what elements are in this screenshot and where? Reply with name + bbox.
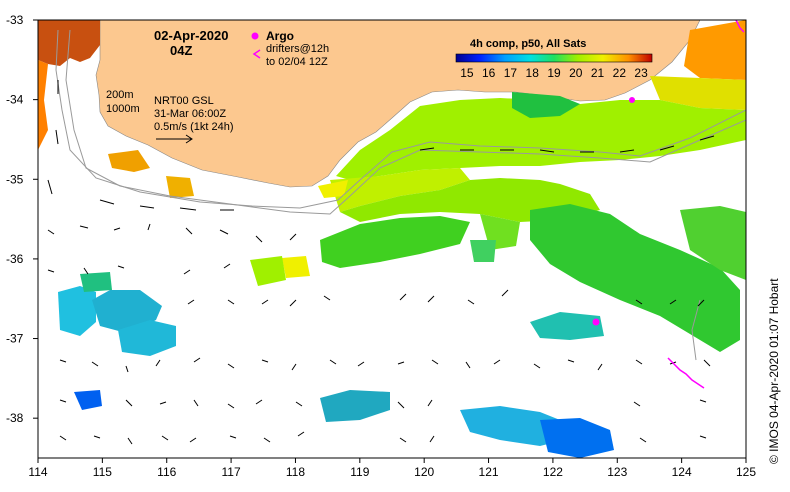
y-tick-label: -33 [6, 13, 24, 27]
colorbar-tick-label: 17 [504, 66, 518, 80]
colorbar [455, 53, 653, 63]
product-label: NRT00 GSL [154, 95, 214, 107]
depth-1000-label: 1000m [106, 103, 140, 115]
colorbar-tick-label: 22 [613, 66, 627, 80]
scale-label: 0.5m/s (1kt 24h) [154, 121, 233, 133]
x-tick-label: 118 [286, 465, 305, 479]
x-tick-label: 115 [93, 465, 112, 479]
argo-floats [592, 97, 635, 326]
y-tick-label: -38 [6, 411, 24, 425]
x-axis: 114 115 116 117 118 119 120 121 122 123 124 125 [28, 458, 756, 479]
colorbar-tick-label: 16 [482, 66, 496, 80]
y-tick-label: -35 [6, 172, 24, 186]
x-tick-label: 119 [350, 465, 369, 479]
y-tick-label: -37 [6, 332, 24, 346]
map-time: 04Z [170, 43, 192, 58]
colorbar-ticks: 15 16 17 18 19 20 21 22 23 [460, 66, 648, 80]
x-tick-label: 116 [157, 465, 176, 479]
x-tick-label: 123 [607, 465, 627, 479]
x-tick-label: 120 [414, 465, 434, 479]
x-tick-label: 117 [222, 465, 241, 479]
x-tick-label: 125 [736, 465, 756, 479]
x-tick-label: 122 [543, 465, 563, 479]
argo-label: Argo [266, 29, 294, 43]
sst-patches [38, 20, 746, 458]
product-date: 31-Mar 06:00Z [154, 108, 226, 120]
drifters-line-1: drifters@12h [266, 43, 329, 55]
colorbar-tick-label: 20 [569, 66, 583, 80]
drifters-line-2: to 02/04 12Z [266, 56, 328, 68]
argo-legend-icon [251, 32, 259, 40]
x-tick-label: 114 [28, 465, 47, 479]
y-tick-label: -36 [6, 252, 24, 266]
colorbar-tick-label: 21 [591, 66, 605, 80]
current-vectors [47, 80, 715, 445]
drifter-legend-icon [252, 49, 261, 59]
bathymetry-contours [55, 29, 746, 361]
credit-text: © IMOS 04-Apr-2020 01:07 Hobart [767, 278, 781, 464]
y-axis: -33 -34 -35 -36 -37 -38 [6, 13, 38, 425]
colorbar-tick-label: 19 [547, 66, 561, 80]
scale-arrow [156, 134, 193, 144]
x-tick-label: 124 [672, 465, 692, 479]
drifter-tracks [667, 20, 745, 389]
depth-200-label: 200m [106, 89, 134, 101]
colorbar-tick-label: 23 [634, 66, 648, 80]
colorbar-title: 4h comp, p50, All Sats [470, 38, 586, 50]
x-tick-label: 121 [479, 465, 499, 479]
y-tick-label: -34 [6, 93, 24, 107]
colorbar-tick-label: 18 [526, 66, 540, 80]
plot-frame [37, 19, 747, 459]
map-date: 02-Apr-2020 [154, 28, 228, 43]
colorbar-tick-label: 15 [460, 66, 474, 80]
